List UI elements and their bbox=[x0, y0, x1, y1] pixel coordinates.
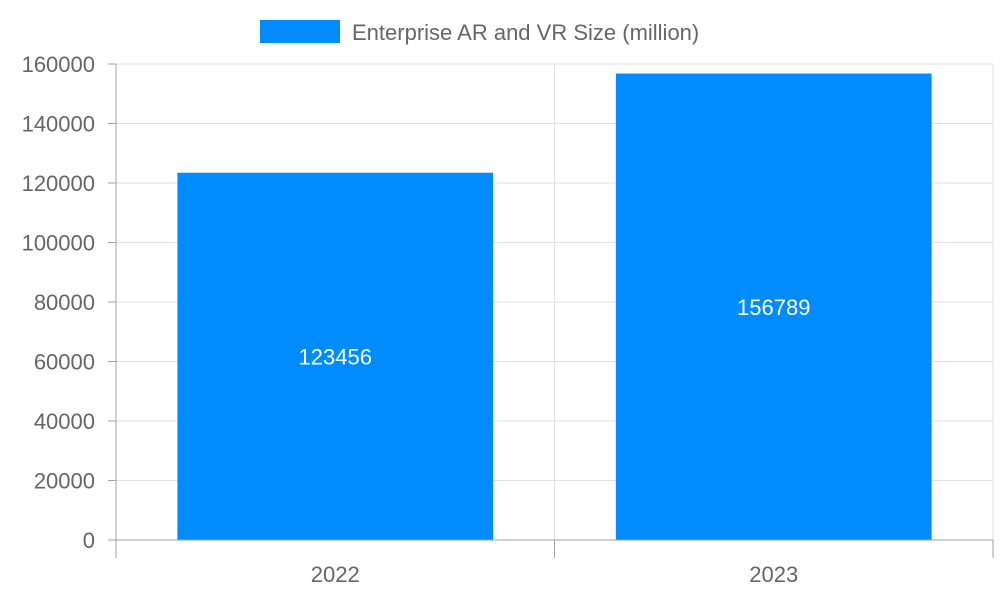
bar-2022 bbox=[177, 172, 494, 541]
bars: 123456 156789 bbox=[177, 73, 932, 541]
y-tick-label: 140000 bbox=[22, 112, 95, 137]
data-label: 123456 bbox=[299, 344, 372, 369]
y-tick-label: 120000 bbox=[22, 171, 95, 196]
y-tick-label: 80000 bbox=[34, 290, 95, 315]
legend[interactable]: Enterprise AR and VR Size (million) bbox=[260, 20, 699, 45]
y-tick-label: 40000 bbox=[34, 409, 95, 434]
legend-swatch bbox=[260, 20, 340, 43]
x-tick-label: 2023 bbox=[749, 562, 798, 587]
y-tick-label: 160000 bbox=[22, 52, 95, 77]
bar-2023 bbox=[615, 73, 932, 540]
legend-label: Enterprise AR and VR Size (million) bbox=[352, 20, 699, 45]
y-tick-label: 60000 bbox=[34, 350, 95, 375]
y-tick-label: 0 bbox=[83, 528, 95, 553]
data-label: 156789 bbox=[737, 295, 810, 320]
y-tick-label: 20000 bbox=[34, 469, 95, 494]
y-tick-label: 100000 bbox=[22, 231, 95, 256]
x-tick-label: 2022 bbox=[311, 562, 360, 587]
axes: 0 20000 40000 60000 80000 100000 120000 140000 1… bbox=[22, 52, 994, 587]
